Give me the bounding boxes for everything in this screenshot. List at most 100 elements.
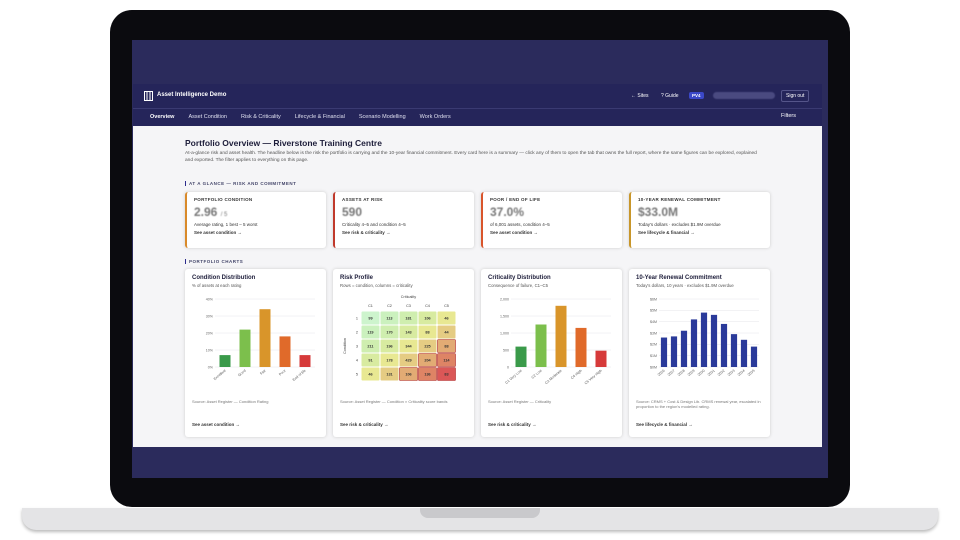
- bar: [700, 312, 708, 367]
- x-tick-label: Excellent: [213, 369, 227, 381]
- heat-cell: [418, 367, 437, 381]
- kpi-card[interactable]: POOR / END OF LIFE 37.0% of 6,001 assets, …: [481, 192, 622, 248]
- cell-value: 136: [424, 372, 430, 376]
- bar: [219, 355, 231, 367]
- x-tick-label: 2034: [737, 369, 746, 377]
- kpi-label: PORTFOLIO CONDITION: [194, 197, 253, 202]
- chart-subtitle: % of assets at each rating: [192, 283, 242, 288]
- sign-out[interactable]: Sign out: [781, 90, 810, 102]
- x-tick-label: 2028: [677, 369, 686, 377]
- cell-value: 99: [368, 316, 372, 320]
- x-tick-label: C1 Very Low: [504, 368, 522, 384]
- tab[interactable]: Asset Condition: [188, 113, 227, 120]
- heat-cell: [437, 353, 456, 367]
- kpi-note: of 6,001 assets, condition 4–5: [490, 222, 550, 227]
- chart-plot: Criticality Condition C1 C2 C3 C4 C5 1 99 113 181 1…: [343, 295, 456, 381]
- x-tick-label: Poor: [278, 368, 287, 376]
- kpi-card[interactable]: ASSETS AT RISK 590 Criticality 4–5 and con…: [333, 192, 474, 248]
- y-tick-label: 1,500: [500, 314, 509, 318]
- cell-value: 46: [444, 316, 448, 320]
- cell-value: 196: [386, 344, 392, 348]
- cell-value: 178: [386, 358, 392, 362]
- heat-cell: [380, 339, 399, 353]
- x-tick-label: 2027: [667, 369, 676, 377]
- chart-title: Criticality Distribution: [488, 275, 551, 281]
- bar: [555, 305, 567, 367]
- chart-link[interactable]: See asset condition →: [192, 422, 241, 427]
- logo: [144, 91, 153, 101]
- heat-cell: [361, 353, 380, 367]
- badge: PV4: [689, 92, 704, 99]
- y-tick-label: 20%: [206, 331, 214, 335]
- chart-link[interactable]: See risk & criticality →: [488, 422, 537, 427]
- kpi-value: 37.0%: [490, 205, 615, 219]
- filters-button[interactable]: Filters: [781, 113, 796, 119]
- chart-link[interactable]: See risk & criticality →: [340, 422, 389, 427]
- heat-cell: [361, 311, 380, 325]
- cell-value: 429: [405, 358, 411, 362]
- cell-value: 170: [386, 330, 392, 334]
- bar: [690, 319, 698, 367]
- chart-source: Source: Asset Register — Criticality: [488, 399, 552, 404]
- heat-cell: [399, 367, 418, 381]
- heat-cell: [399, 353, 418, 367]
- intro: At-a-glance risk and asset health. The h…: [185, 151, 757, 163]
- kpi-label: 10-YEAR RENEWAL COMMITMENT: [638, 197, 721, 202]
- cell-value: 106: [424, 316, 430, 320]
- content-column: Portfolio Overview — Riverstone Training…: [183, 126, 770, 447]
- laptop-base: [22, 508, 938, 530]
- x-tick-label: C2 Low: [531, 368, 543, 379]
- heat-cell: [361, 339, 380, 353]
- kpi-link[interactable]: See lifecycle & financial →: [638, 230, 695, 235]
- column-label: C4: [425, 304, 430, 308]
- y-tick-label: 1,000: [500, 331, 509, 335]
- cell-value: 131: [386, 372, 392, 376]
- heat-cell: [418, 311, 437, 325]
- tab[interactable]: Overview: [143, 109, 182, 127]
- chart-subtitle: Today's dollars, 10 years · excludes $1.…: [636, 283, 734, 288]
- y-tick-label: $6M: [650, 297, 657, 301]
- nav-guide[interactable]: ? Guide: [661, 93, 679, 99]
- heat-cell: [418, 353, 437, 367]
- y-tick-label: $5M: [650, 309, 657, 313]
- kpi-card[interactable]: PORTFOLIO CONDITION 2.96 / 5 Average ratin…: [185, 192, 326, 248]
- column-label: C1: [368, 304, 373, 308]
- bar: [660, 337, 668, 367]
- x-tick-label: 2035: [747, 369, 756, 377]
- tab[interactable]: Scenario Modelling: [358, 113, 406, 120]
- heat-cell: [399, 339, 418, 353]
- bar: [710, 314, 718, 367]
- cell-value: 143: [405, 330, 411, 334]
- section-label: AT A GLANCE — RISK AND COMMITMENT: [185, 181, 296, 186]
- bar: [515, 346, 527, 367]
- page-title: Portfolio Overview — Riverstone Training…: [185, 138, 382, 148]
- y-tick-label: $0M: [650, 365, 657, 369]
- tab[interactable]: Risk & Criticality: [241, 113, 281, 120]
- cell-value: 46: [368, 372, 372, 376]
- bar: [535, 324, 547, 367]
- bar: [575, 327, 587, 367]
- kpi-link[interactable]: See risk & criticality →: [342, 230, 391, 235]
- cell-value: 113: [386, 316, 392, 320]
- laptop-notch: [420, 508, 540, 518]
- chart-plot: 0 500 1,000 1,500 2,000 C1 Very Low C2 Low C3 M…: [500, 297, 611, 385]
- chart-title: Condition Distribution: [192, 275, 256, 281]
- tab[interactable]: Work Orders: [419, 113, 451, 120]
- row-label: 3: [356, 344, 358, 348]
- cell-value: 225: [424, 344, 430, 348]
- x-tick-label: 2032: [717, 369, 726, 377]
- chart-link[interactable]: See lifecycle & financial →: [636, 422, 693, 427]
- chart-plot: 0% 10% 20% 30% 40% Excellent Good Fair Poor End o…: [206, 297, 315, 382]
- column-label: C3: [406, 304, 411, 308]
- kpi-card[interactable]: 10-YEAR RENEWAL COMMITMENT $33.0M Today's …: [629, 192, 770, 248]
- chart-subtitle: Consequence of failure, C1–C5: [488, 283, 548, 288]
- kpi-link[interactable]: See asset condition →: [490, 230, 539, 235]
- bar: [259, 309, 271, 367]
- kpi-link[interactable]: See asset condition →: [194, 230, 243, 235]
- row-label: 5: [356, 372, 358, 376]
- nav-sites[interactable]: ← Sites: [631, 93, 649, 99]
- heat-cell: [399, 325, 418, 339]
- cell-value: 181: [405, 316, 411, 320]
- tab[interactable]: Lifecycle & Financial: [294, 113, 345, 120]
